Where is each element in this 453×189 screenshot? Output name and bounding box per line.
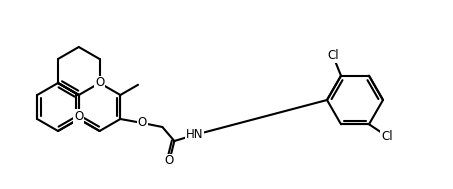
Text: O: O <box>74 110 83 123</box>
Text: O: O <box>95 77 104 90</box>
Text: O: O <box>165 154 174 167</box>
Text: O: O <box>138 116 147 129</box>
Text: Cl: Cl <box>381 130 393 143</box>
Text: Cl: Cl <box>327 49 339 62</box>
Text: HN: HN <box>186 129 203 142</box>
